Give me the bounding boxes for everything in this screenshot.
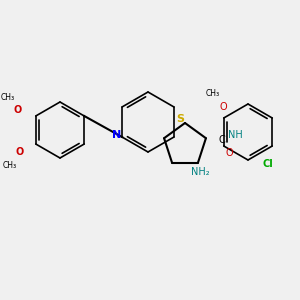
Text: NH: NH (228, 130, 242, 140)
Text: Cl: Cl (262, 159, 273, 169)
Text: CH₃: CH₃ (206, 89, 220, 98)
Text: NH₂: NH₂ (191, 167, 209, 177)
Text: N: N (112, 130, 122, 140)
Text: CH₃: CH₃ (3, 160, 17, 169)
Text: O: O (14, 105, 22, 115)
Text: S: S (176, 114, 184, 124)
Text: O: O (225, 148, 233, 158)
Text: O: O (16, 147, 24, 157)
Text: CH₃: CH₃ (1, 92, 15, 101)
Text: O: O (219, 102, 227, 112)
Text: C: C (219, 135, 225, 145)
